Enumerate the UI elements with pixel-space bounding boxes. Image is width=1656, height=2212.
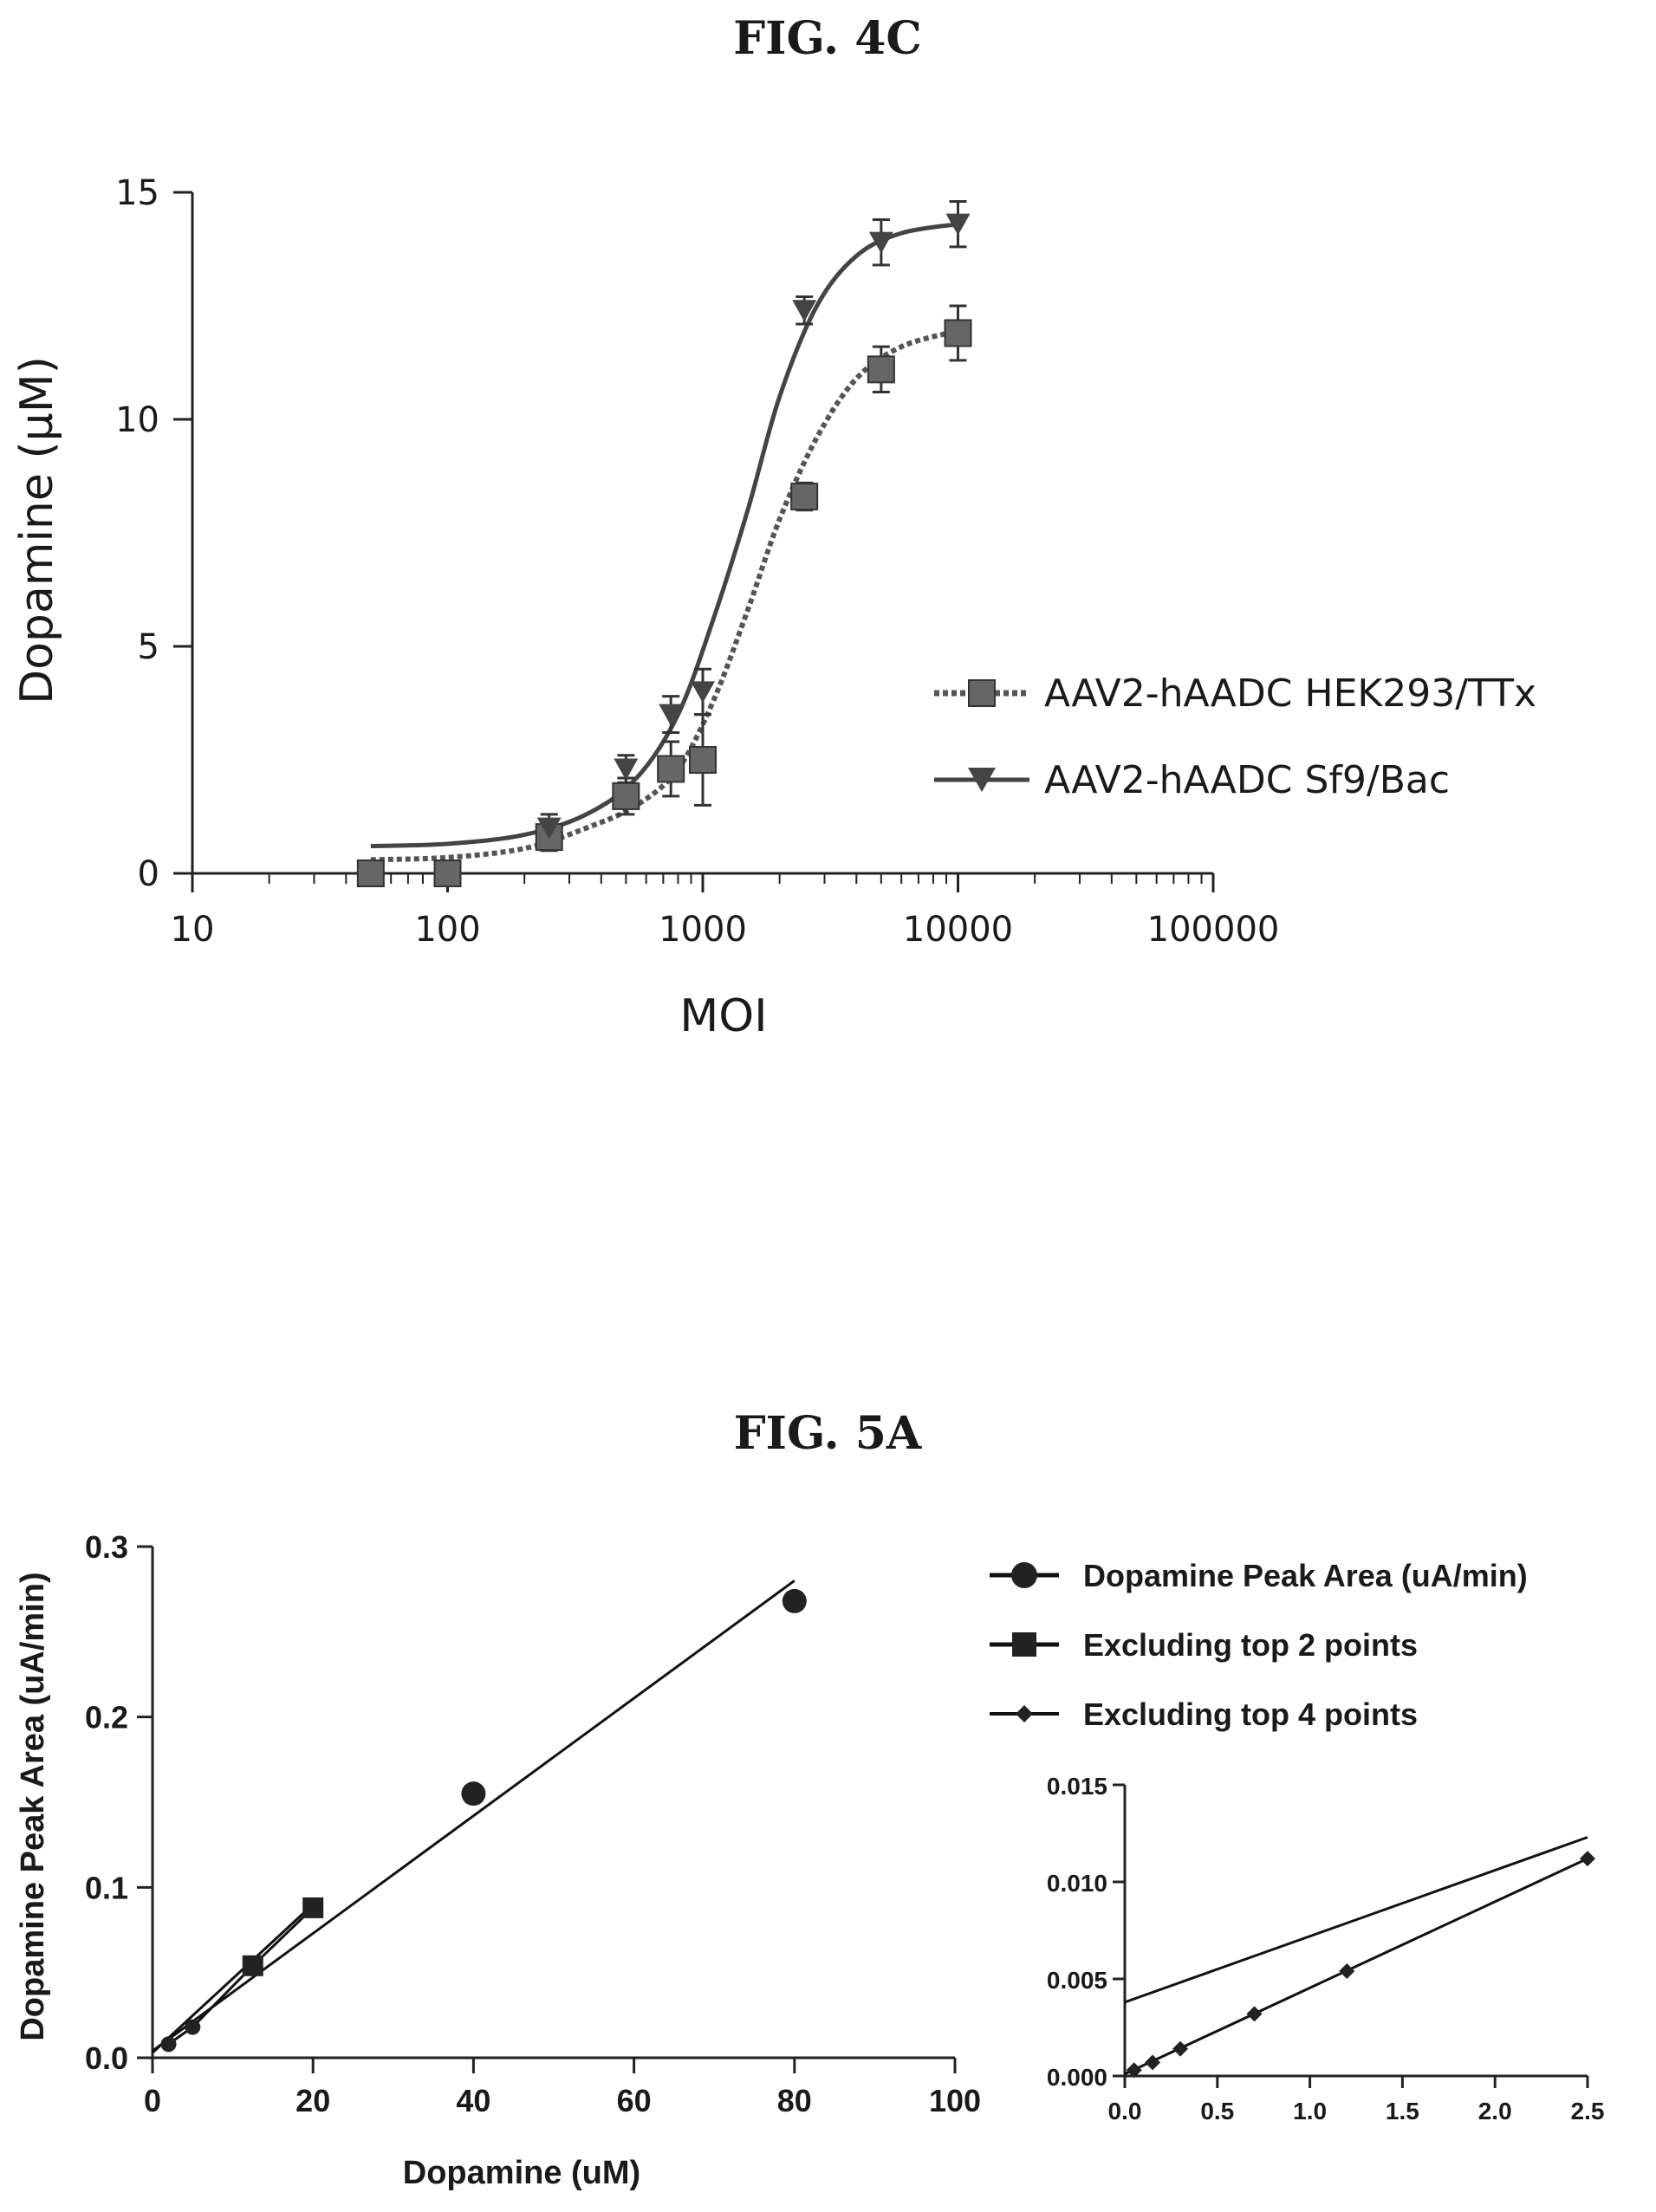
fig5a-x-tick-label: 60 — [617, 2083, 652, 2118]
fig4c-y-tick-label: 15 — [115, 173, 159, 213]
fig5a-inset-x-tick-label: 2.0 — [1478, 2098, 1512, 2124]
fig4c-y-tick-label: 0 — [138, 854, 159, 894]
fig5a-line-top2 — [167, 1906, 315, 2046]
fig4c-legend-marker-sf9 — [968, 768, 996, 792]
fig5a-inset-fit-reference — [1124, 1836, 1588, 2004]
fig5a-point-peak — [461, 1781, 486, 1807]
fig4c-point-hek293 — [657, 755, 685, 783]
fig5a-fit-top2 — [151, 1903, 315, 2054]
fig5a-inset-y-tick-label: 0.010 — [1047, 1870, 1107, 1897]
fig5a-point-top2 — [185, 2019, 201, 2035]
fig4c-point-sf9 — [945, 213, 971, 236]
fig4c-legend-item-sf9: AAV2-hAADC Sf9/Bac — [934, 758, 1450, 802]
fig4c-title: FIG. 4C — [733, 12, 922, 65]
fig5a-inset-point-top4 — [1172, 2040, 1189, 2057]
fig4c-legend-label-hek293: AAV2-hAADC HEK293/TTx — [1044, 671, 1536, 716]
fig5a-y-tick-label: 0.1 — [85, 1870, 128, 1905]
fig5a-inset-y-tick-label: 0.015 — [1047, 1773, 1107, 1800]
fig5a-y-tick-label: 0.2 — [85, 1700, 128, 1735]
fig5a-legend-item-peak: Dopamine Peak Area (uA/min) — [990, 1558, 1528, 1593]
fig5a-inset-point-top4 — [1126, 2062, 1142, 2079]
fig5a-legend-marker-top4 — [1016, 1705, 1033, 1722]
fig4c-legend-marker-hek293 — [968, 679, 996, 707]
fig4c-y-tick-label: 5 — [138, 627, 159, 667]
chart-fig5a: 0.0 0.1 0.2 0.3 0 20 40 60 80 100 Dopamine Peak … — [15, 1529, 1604, 2191]
fig5a-point-top2 — [302, 1897, 324, 1918]
fig4c-x-tick-label: 100000 — [1147, 910, 1280, 950]
fig5a-x-tick-label: 20 — [295, 2083, 330, 2118]
fig5a-inset-y-tick-label: 0.005 — [1047, 1967, 1107, 1994]
fig5a-inset-x-tick-label: 1.5 — [1386, 2098, 1419, 2124]
fig5a-point-peak — [782, 1588, 807, 1613]
fig5a-fit-peak — [152, 1580, 796, 2053]
fig5a-legend: Dopamine Peak Area (uA/min) Excluding to… — [990, 1558, 1528, 1732]
fig5a-title: FIG. 5A — [734, 1407, 922, 1460]
fig4c-point-sf9 — [792, 300, 817, 322]
fig5a-legend-item-top4: Excluding top 4 points — [990, 1696, 1418, 1732]
fig4c-legend-label-sf9: AAV2-hAADC Sf9/Bac — [1044, 758, 1450, 802]
fig5a-inset-x-tick-label: 1.0 — [1293, 2098, 1327, 2124]
fig5a-point-top2 — [242, 1955, 263, 1976]
fig4c-point-sf9 — [691, 681, 715, 704]
fig5a-legend-label-top4: Excluding top 4 points — [1083, 1696, 1418, 1732]
fig5a-x-tick-label: 100 — [929, 2083, 981, 2118]
fig5a-legend-label-top2: Excluding top 2 points — [1083, 1627, 1418, 1663]
fig4c-legend-item-hek293: AAV2-hAADC HEK293/TTx — [934, 671, 1536, 716]
fig5a-inset-x-tick-label: 0.0 — [1108, 2098, 1142, 2124]
fig5a-inset-y-tick-label: 0.000 — [1047, 2064, 1107, 2091]
fig5a-inset-point-top4 — [1580, 1851, 1595, 1867]
fig4c-y-tick-label: 10 — [115, 400, 159, 440]
fig5a-point-top2 — [160, 2036, 177, 2053]
fig5a-legend-marker-top2 — [1012, 1632, 1036, 1657]
fig5a-x-axis-title: Dopamine (uM) — [403, 2155, 640, 2191]
fig4c-x-axis-title: MOI — [679, 990, 767, 1042]
fig4c-point-hek293 — [944, 319, 972, 347]
fig4c-point-hek293 — [356, 860, 385, 887]
fig4c-x-tick-label: 10 — [171, 910, 215, 950]
fig4c-y-axis-title: Dopamine (μM) — [11, 356, 63, 704]
fig4c-point-hek293 — [790, 483, 819, 511]
fig5a-inset-point-top4 — [1145, 2054, 1161, 2071]
fig4c-point-sf9 — [536, 817, 562, 840]
fig5a-inset-chart: 0.000 0.005 0.010 0.015 0.0 0.5 1.0 1.5 2.0 2.5 — [1047, 1773, 1605, 2124]
fig4c-point-hek293 — [612, 782, 640, 810]
fig5a-legend-label-peak: Dopamine Peak Area (uA/min) — [1083, 1558, 1528, 1593]
fig4c-point-sf9 — [659, 704, 684, 726]
fig4c-point-sf9 — [868, 231, 893, 254]
fig5a-x-tick-label: 40 — [456, 2083, 490, 2118]
fig5a-legend-item-top2: Excluding top 2 points — [990, 1627, 1418, 1663]
fig4c-point-sf9 — [614, 758, 639, 781]
fig5a-y-tick-label: 0.0 — [85, 2040, 128, 2076]
fig5a-inset-fit-top4 — [1124, 1857, 1588, 2076]
fig5a-y-axis-title: Dopamine Peak Area (uA/min) — [15, 1572, 51, 2040]
fig4c-x-tick-label: 1000 — [659, 910, 747, 950]
fig5a-y-tick-label: 0.3 — [85, 1529, 128, 1565]
fig4c-fit-hek293 — [370, 328, 959, 863]
fig5a-inset-point-top4 — [1339, 1963, 1355, 1980]
fig4c-legend: AAV2-hAADC HEK293/TTx AAV2-hAADC Sf9/Bac — [934, 671, 1536, 802]
fig5a-legend-marker-peak — [1011, 1562, 1037, 1588]
fig4c-x-tick-label: 10000 — [903, 910, 1013, 950]
fig5a-inset-point-top4 — [1246, 2006, 1263, 2022]
chart-fig4c: 0 5 10 15 10 100 1000 10000 100000 Dopamine (μM… — [11, 173, 1536, 1042]
fig5a-inset-x-tick-label: 2.5 — [1571, 2098, 1605, 2124]
fig5a-x-tick-label: 0 — [144, 2083, 161, 2118]
fig4c-x-tick-label: 100 — [414, 910, 480, 950]
fig4c-point-hek293 — [689, 746, 717, 774]
fig5a-x-tick-label: 80 — [777, 2083, 812, 2118]
fig4c-fit-sf9 — [370, 222, 958, 849]
fig4c-point-hek293 — [433, 860, 462, 887]
fig5a-inset-x-tick-label: 0.5 — [1200, 2098, 1234, 2124]
fig4c-point-hek293 — [867, 355, 895, 384]
